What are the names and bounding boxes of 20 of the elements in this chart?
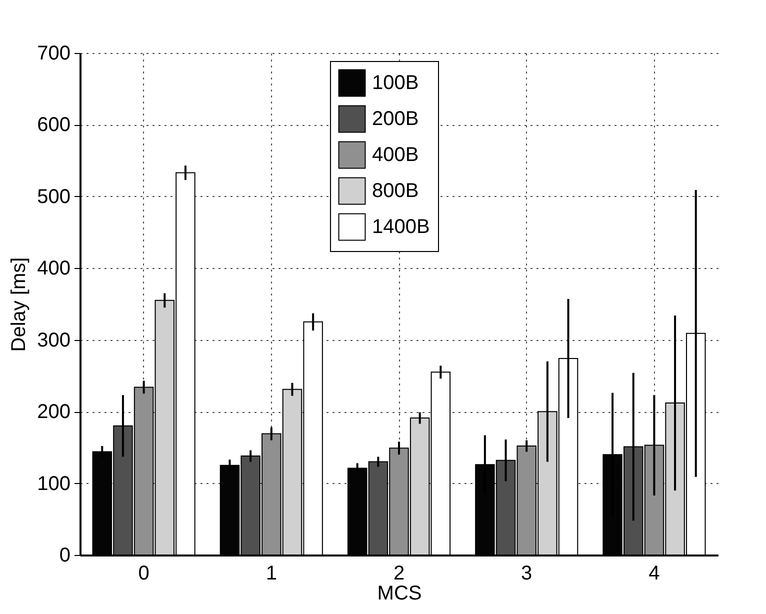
y-tick-label: 700 <box>37 42 70 64</box>
legend-label: 400B <box>372 144 419 166</box>
y-tick-label: 500 <box>37 186 70 208</box>
y-tick-label: 300 <box>37 329 70 352</box>
y-tick-label: 0 <box>59 544 70 566</box>
legend-label: 100B <box>372 72 419 94</box>
x-tick-label: 3 <box>521 562 532 584</box>
legend-label: 800B <box>372 180 419 202</box>
x-tick-label: 0 <box>138 562 150 584</box>
y-tick-label: 200 <box>37 401 70 424</box>
y-tick-label: 100 <box>37 472 70 495</box>
y-axis-title: Delay [ms] <box>8 257 30 352</box>
x-tick-label: 2 <box>393 562 405 584</box>
x-axis-title: MCS <box>377 582 422 604</box>
y-tick-label: 600 <box>37 114 70 136</box>
x-tick-label: 1 <box>266 562 277 584</box>
y-tick-label: 400 <box>37 258 70 280</box>
x-tick-label: 4 <box>648 562 660 584</box>
legend-label: 1400B <box>372 216 430 238</box>
legend-label: 200B <box>372 108 419 130</box>
